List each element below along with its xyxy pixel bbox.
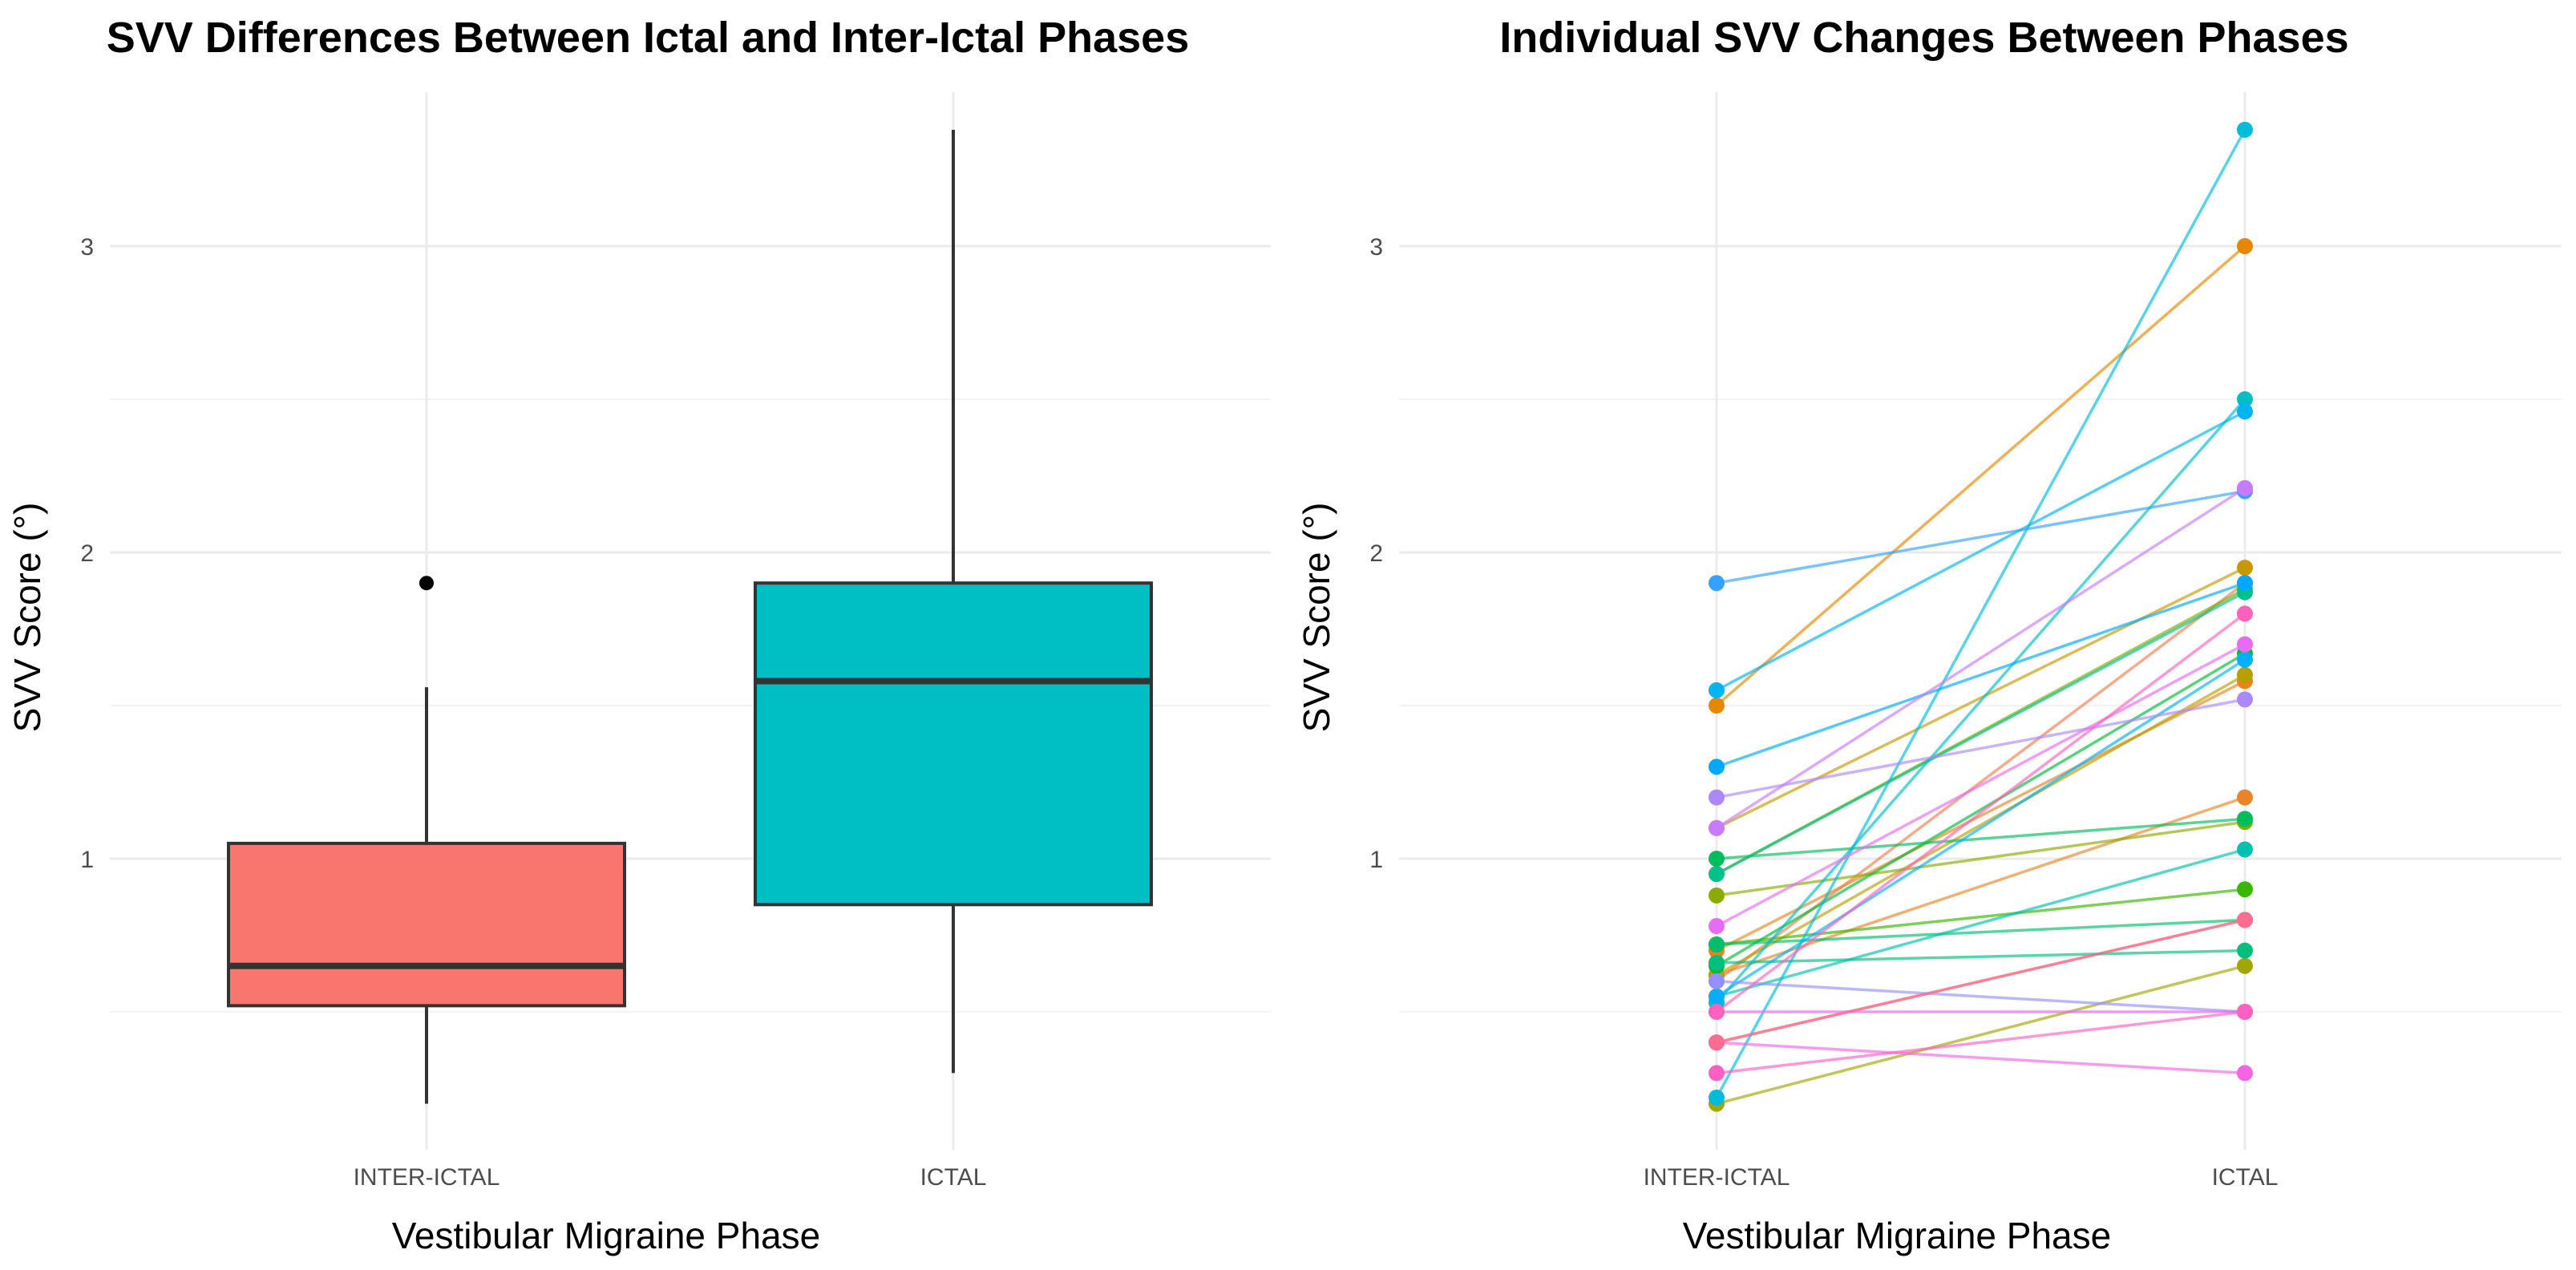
series-line xyxy=(1716,1041,2246,1075)
series-point xyxy=(1709,1089,1725,1106)
series-point xyxy=(1709,789,1725,806)
series-line xyxy=(1716,918,2246,1044)
series-point xyxy=(2237,1004,2253,1020)
series-line xyxy=(1716,847,2246,998)
series-point xyxy=(2237,811,2253,827)
series-point xyxy=(2237,636,2253,653)
boxplot-panel: SVV Differences Between Ictal and Inter-… xyxy=(6,14,1271,1256)
paired-lines-points xyxy=(1709,121,2253,1112)
boxplot-x-axis-title: Vestibular Migraine Phase xyxy=(392,1215,820,1256)
boxplot-y-tick-labels: 1 2 3 xyxy=(80,234,94,873)
series-line xyxy=(1716,658,2246,998)
series-point xyxy=(2237,666,2253,683)
series-line xyxy=(1716,698,2246,799)
series-point xyxy=(1709,758,1725,775)
series-line xyxy=(1715,613,2246,1013)
x-tick-label: INTER-ICTAL xyxy=(354,1164,500,1191)
series-line xyxy=(1716,652,2246,968)
box xyxy=(754,581,1153,907)
series-point xyxy=(1709,954,1725,971)
paired-lines-x-axis-title: Vestibular Migraine Phase xyxy=(1683,1215,2111,1256)
series-line xyxy=(1716,643,2246,928)
series-line xyxy=(1716,1010,2246,1075)
paired-lines-series xyxy=(1715,129,2246,1106)
paired-lines-x-tick-labels: INTER-ICTAL ICTAL xyxy=(1644,1164,2279,1191)
y-tick-label: 3 xyxy=(80,234,94,261)
series-point xyxy=(1709,851,1725,867)
series-point xyxy=(2237,403,2253,420)
series-line xyxy=(1716,591,2246,876)
series-point xyxy=(1709,866,1725,883)
series-line xyxy=(1716,581,2246,769)
series-line xyxy=(1716,820,2246,897)
series-point xyxy=(1709,698,1725,714)
series-point xyxy=(2237,1065,2253,1082)
series-line xyxy=(1716,965,2246,1106)
paired-lines-y-tick-labels: 1 2 3 xyxy=(1369,234,1383,873)
series-point xyxy=(2237,651,2253,668)
series-point xyxy=(2237,121,2253,138)
paired-lines-gridlines xyxy=(1399,92,2562,1150)
series-point xyxy=(1709,887,1725,904)
series-point xyxy=(2237,942,2253,959)
series-point xyxy=(2237,238,2253,254)
series-point xyxy=(2237,479,2253,496)
series-point xyxy=(2237,789,2253,806)
series-line xyxy=(1716,817,2246,860)
series-line xyxy=(1715,245,2246,707)
series-point xyxy=(1709,918,1725,935)
series-point xyxy=(2237,560,2253,576)
box xyxy=(227,841,626,1008)
series-line xyxy=(1716,566,2246,830)
series-point xyxy=(1709,936,1725,952)
series-line xyxy=(1716,489,2246,584)
x-tick-label: ICTAL xyxy=(920,1164,987,1191)
series-point xyxy=(1709,575,1725,592)
y-tick-label: 3 xyxy=(1369,234,1383,261)
y-tick-label: 2 xyxy=(1369,540,1383,567)
series-point xyxy=(1709,1004,1725,1020)
series-point xyxy=(2237,881,2253,898)
series-point xyxy=(2237,575,2253,592)
series-line xyxy=(1716,980,2246,1013)
series-line xyxy=(1716,410,2246,692)
series-point xyxy=(2237,605,2253,622)
y-tick-label: 1 xyxy=(80,847,94,873)
paired-lines-panel: Individual SVV Changes Between Phases 1 2… xyxy=(1296,14,2562,1256)
series-line xyxy=(1715,398,2246,1004)
series-point xyxy=(2237,691,2253,708)
boxplot-y-axis-title: SVV Score (°) xyxy=(6,503,48,733)
x-tick-label: ICTAL xyxy=(2212,1164,2279,1191)
series-line xyxy=(1716,888,2246,946)
series-point xyxy=(1709,1065,1725,1082)
boxplot-x-tick-labels: INTER-ICTAL ICTAL xyxy=(354,1164,987,1191)
series-point xyxy=(1709,973,1725,989)
series-point xyxy=(2237,841,2253,858)
series-line xyxy=(1716,487,2246,830)
series-point xyxy=(2237,957,2253,974)
paired-lines-y-axis-title: SVV Score (°) xyxy=(1296,503,1337,733)
y-tick-label: 2 xyxy=(80,540,94,567)
y-tick-label: 1 xyxy=(1369,847,1383,873)
x-tick-label: INTER-ICTAL xyxy=(1644,1164,1790,1191)
series-line xyxy=(1716,673,2246,977)
series-line xyxy=(1715,129,2246,1098)
series-point xyxy=(1709,682,1725,698)
series-line xyxy=(1716,948,2246,965)
series-point xyxy=(2237,912,2253,928)
outlier-point xyxy=(419,576,434,591)
boxplot-boxes xyxy=(227,129,1153,1104)
paired-lines-title: Individual SVV Changes Between Phases xyxy=(1499,14,2348,62)
series-point xyxy=(1709,988,1725,1005)
series-point xyxy=(1709,1034,1725,1051)
series-point xyxy=(1709,819,1725,836)
series-point xyxy=(2237,391,2253,407)
boxplot-title: SVV Differences Between Ictal and Inter-… xyxy=(107,14,1190,62)
